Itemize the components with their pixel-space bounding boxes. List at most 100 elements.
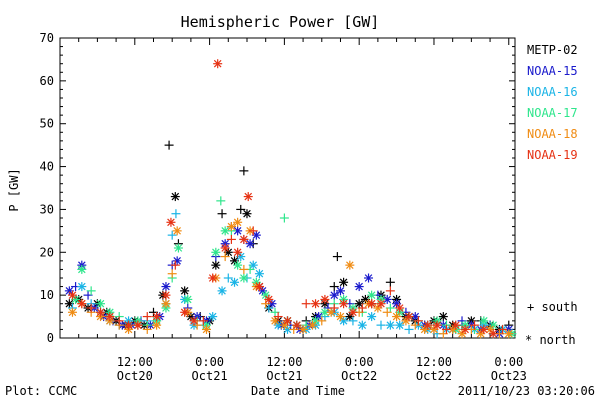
- marker-stroke: [221, 244, 229, 252]
- marker-stroke: [236, 252, 245, 261]
- data-point-noaa-19: [243, 192, 253, 202]
- data-point-noaa-17: [367, 290, 377, 300]
- marker-stroke: [173, 227, 181, 235]
- marker-stroke: [280, 321, 289, 329]
- data-point-noaa-16: [357, 320, 367, 330]
- data-point-noaa-17: [211, 247, 221, 257]
- y-tick-label: 30: [40, 202, 54, 216]
- y-axis-label: P [GW]: [7, 168, 21, 211]
- marker-stroke: [252, 231, 261, 239]
- marker-stroke: [180, 287, 189, 295]
- marker-stroke: [311, 317, 320, 325]
- marker-stroke: [230, 257, 239, 265]
- marker-stroke: [162, 291, 170, 299]
- x-tick-label: 12:00: [117, 355, 153, 369]
- data-point-noaa-19: [413, 316, 423, 326]
- data-point-noaa-17: [239, 273, 249, 283]
- data-point-noaa-19: [301, 299, 311, 309]
- legend-noaa-17: NOAA-17: [527, 106, 578, 120]
- marker-stroke: [374, 304, 382, 312]
- marker-stroke: [78, 282, 86, 291]
- marker-stroke: [218, 287, 226, 295]
- data-point-noaa-17: [71, 294, 81, 304]
- data-point-noaa-17: [233, 260, 243, 270]
- data-point-noaa-19: [208, 273, 218, 283]
- marker-stroke: [489, 321, 497, 329]
- timestamp: 2011/10/23 03:20:06: [458, 384, 595, 398]
- marker-stroke: [233, 248, 242, 257]
- data-point-noaa-17: [96, 299, 106, 309]
- marker-stroke: [152, 312, 161, 321]
- data-point-metp-02: [164, 140, 174, 150]
- data-point-noaa-15: [382, 294, 392, 304]
- marker-stroke: [346, 261, 354, 269]
- x-tick-label: 12:00: [416, 355, 452, 369]
- data-point-noaa-18: [239, 264, 249, 274]
- data-point-noaa-19: [320, 294, 330, 304]
- data-point-noaa-18: [476, 329, 486, 339]
- data-point-noaa-16: [376, 320, 386, 330]
- marker-stroke: [402, 317, 410, 325]
- data-point-noaa-18: [226, 222, 236, 232]
- marker-stroke: [293, 321, 301, 329]
- marker-stroke: [162, 299, 170, 308]
- data-point-noaa-19: [460, 324, 470, 334]
- marker-stroke: [392, 299, 401, 308]
- marker-stroke: [227, 222, 236, 231]
- marker-stroke: [255, 282, 264, 291]
- legend-metp-02: METP-02: [527, 43, 578, 57]
- legend: METP-02 NOAA-15 NOAA-16 NOAA-17 NOAA-18 NOAA-…: [527, 43, 578, 162]
- marker-stroke: [476, 329, 485, 338]
- data-point-noaa-19: [233, 247, 243, 257]
- marker-stroke: [420, 325, 429, 334]
- x-axis-label: Date and Time: [251, 384, 345, 398]
- data-point-noaa-15: [64, 286, 74, 296]
- data-point-noaa-17: [311, 316, 321, 326]
- marker-stroke: [208, 312, 217, 321]
- marker-stroke: [330, 291, 339, 299]
- marker-stroke: [383, 295, 392, 304]
- x-tick-label: 0:00: [195, 355, 224, 369]
- data-point-metp-02: [332, 252, 342, 262]
- marker-stroke: [423, 321, 432, 329]
- data-point-noaa-17: [77, 264, 87, 274]
- marker-stroke: [355, 282, 363, 291]
- data-point-metp-02: [170, 192, 180, 202]
- data-point-noaa-18: [335, 312, 345, 322]
- data-point-noaa-19: [226, 234, 236, 244]
- marker-stroke: [439, 312, 448, 321]
- data-point-noaa-18: [152, 320, 162, 330]
- data-point-noaa-16: [283, 324, 292, 334]
- data-point-metp-02: [239, 166, 249, 176]
- data-point-noaa-19: [189, 316, 199, 326]
- y-tick-label: 20: [40, 245, 54, 259]
- marker-stroke: [233, 261, 242, 269]
- data-point-noaa-19: [170, 260, 180, 270]
- data-point-noaa-19: [198, 316, 208, 326]
- data-point-noaa-18: [67, 307, 77, 317]
- x-tick-label: 0:00: [345, 355, 374, 369]
- marker-stroke: [202, 325, 211, 334]
- marker-stroke: [361, 295, 370, 304]
- data-point-noaa-19: [254, 282, 264, 292]
- data-point-noaa-19: [395, 303, 405, 313]
- data-point-noaa-19: [77, 299, 87, 309]
- marker-stroke: [283, 325, 292, 334]
- data-point-noaa-19: [180, 307, 190, 317]
- marker-stroke: [78, 299, 86, 308]
- data-point-metp-02: [211, 260, 221, 270]
- marker-stroke: [327, 308, 335, 317]
- marker-stroke: [504, 329, 513, 338]
- marker-stroke: [212, 261, 220, 269]
- data-point-noaa-16: [167, 230, 177, 240]
- marker-stroke: [395, 321, 404, 329]
- data-point-noaa-18: [161, 299, 171, 309]
- marker-stroke: [244, 192, 253, 201]
- data-point-noaa-19: [339, 299, 349, 309]
- data-point-noaa-17: [183, 294, 193, 304]
- marker-stroke: [336, 312, 345, 321]
- data-point-noaa-15: [329, 290, 339, 300]
- data-point-noaa-19: [213, 59, 223, 69]
- marker-stroke: [433, 321, 441, 329]
- data-point-noaa-15: [267, 299, 277, 309]
